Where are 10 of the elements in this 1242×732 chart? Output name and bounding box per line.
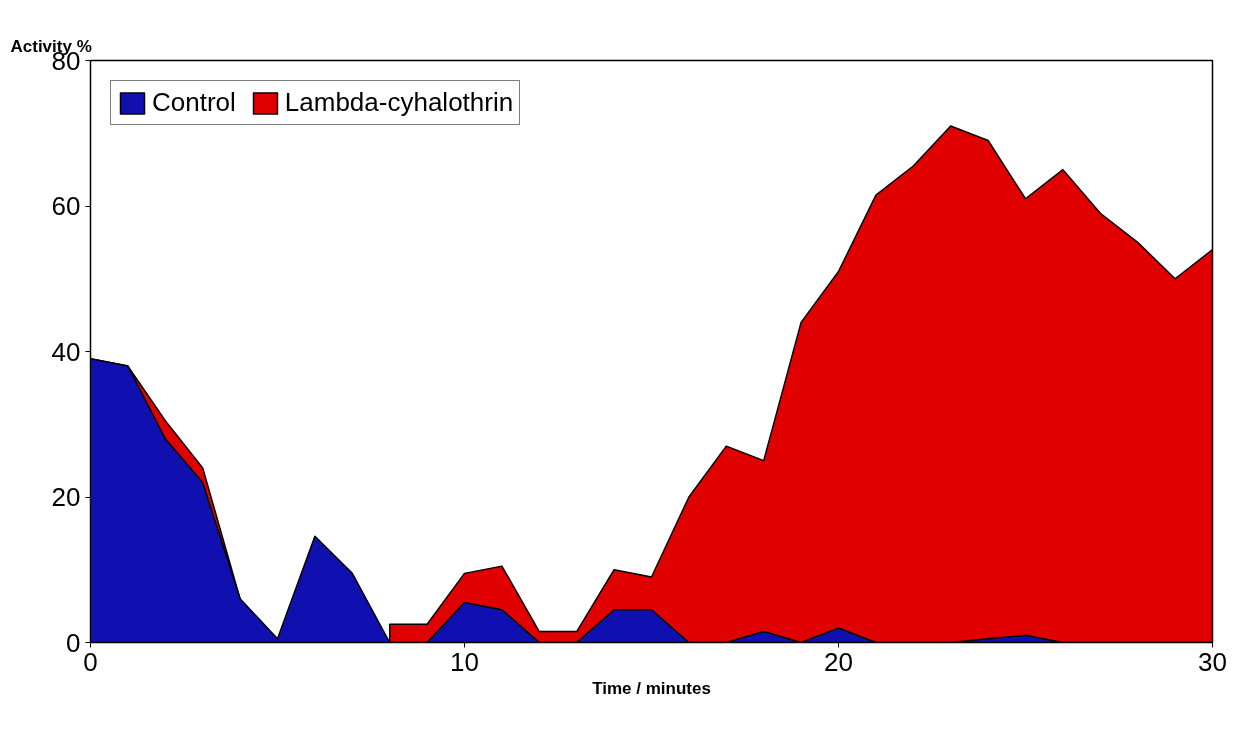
y-tick-label: 60 bbox=[51, 191, 81, 221]
y-tick-label: 20 bbox=[51, 482, 81, 512]
legend-label: Lambda-cyhalothrin bbox=[284, 87, 514, 118]
x-axis-title: Time / minutes bbox=[592, 678, 711, 698]
y-tick-label: 40 bbox=[51, 336, 81, 367]
x-tick-label: 30 bbox=[1198, 646, 1227, 677]
x-tick-label: 10 bbox=[450, 646, 479, 677]
legend-label: Control bbox=[152, 87, 236, 118]
y-tick-label: 0 bbox=[66, 627, 81, 658]
x-tick-label: 20 bbox=[824, 646, 853, 677]
